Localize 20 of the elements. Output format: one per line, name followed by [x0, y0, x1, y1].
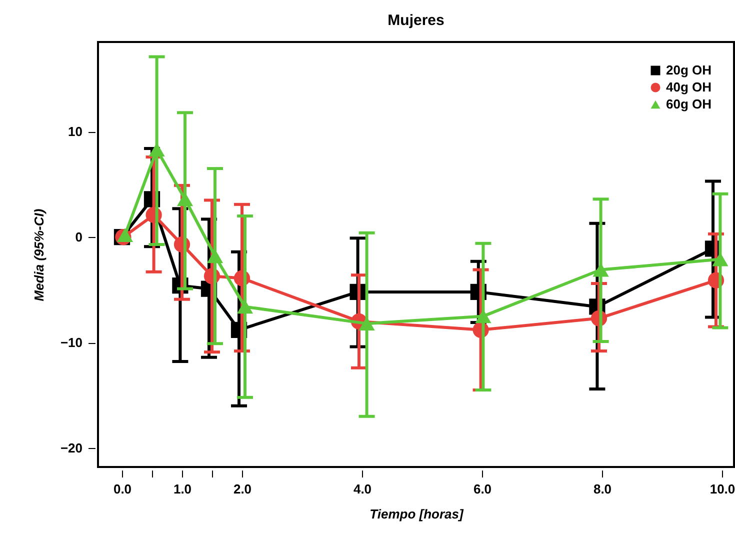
point: [358, 316, 375, 331]
x-axis-title: Tiempo [horas]: [370, 506, 464, 522]
y-tick-label: 10: [68, 124, 82, 140]
point: [148, 142, 165, 157]
y-axis-title: Media (95%-CI): [31, 208, 46, 302]
x-tick-label: 10.0: [710, 482, 735, 496]
y-tick-label: −20: [60, 440, 82, 456]
x-tick-label: 8.0: [593, 482, 612, 496]
y-tick-label: 0: [75, 230, 82, 245]
legend-label: 40g OH: [666, 80, 712, 94]
point: [116, 228, 134, 242]
x-tick-label: 1.0: [173, 482, 192, 496]
legend-label: 20g OH: [666, 62, 712, 78]
x-tick-label: 6.0: [473, 482, 492, 496]
x-tick-label: 2.0: [233, 482, 252, 496]
chart-title: Mujeres: [388, 12, 444, 29]
legend-label: 60g OH: [666, 96, 712, 112]
x-tick-label: 0.0: [113, 482, 132, 496]
x-tick-label: 4.0: [353, 482, 372, 496]
y-tick-label: −10: [60, 335, 82, 350]
